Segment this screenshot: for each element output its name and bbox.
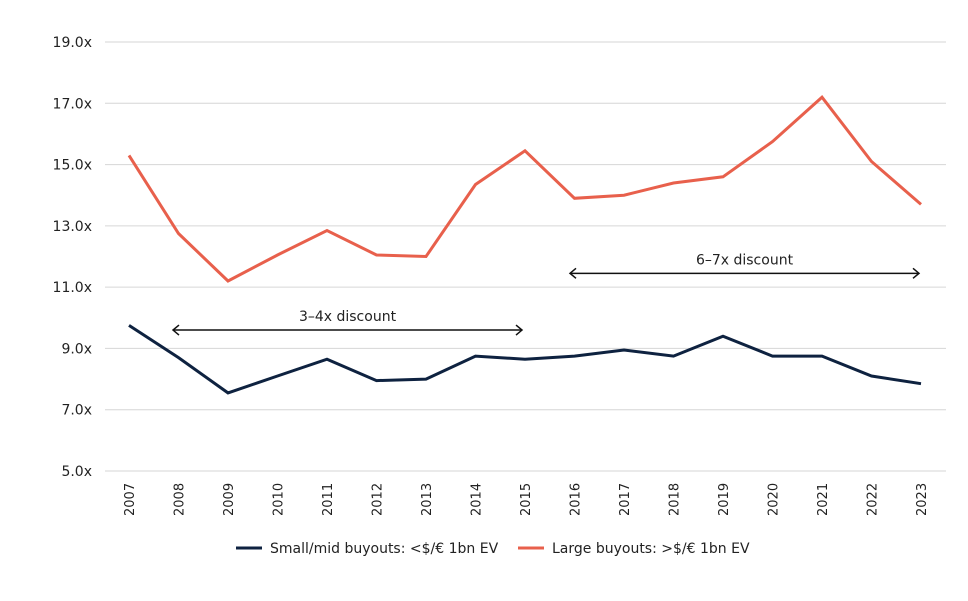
x-tick-label: 2013 [420,483,435,516]
series [127,95,922,395]
x-tick-label: 2007 [123,483,138,516]
y-tick-label: 19.0x [53,35,92,51]
x-tick-label: 2017 [618,483,633,516]
y-tick-label: 5.0x [61,464,92,480]
arrow-left-icon [568,267,577,279]
annotation-label: 3–4x discount [299,309,397,325]
arrow-right-icon [515,324,524,336]
y-tick-label: 15.0x [53,158,92,174]
x-tick-label: 2012 [371,483,386,516]
x-tick-label: 2019 [717,483,732,516]
legend: Small/mid buyouts: <$/€ 1bn EV Large buy… [236,541,750,557]
series-line-small-mid [128,324,922,395]
x-tick-label: 2021 [816,483,831,516]
y-axis-ticks: 5.0x 7.0x 9.0x 11.0x 13.0x 15.0x 17.0x 19.0x [53,35,92,480]
gridlines [105,41,946,472]
x-tick-label: 2018 [668,483,683,516]
y-tick-label: 13.0x [53,219,92,235]
x-tick-label: 2009 [222,483,237,516]
annotation-label: 6–7x discount [696,252,794,268]
legend-label-small-mid: Small/mid buyouts: <$/€ 1bn EV [270,541,499,557]
x-axis-ticks: 2007 2008 2009 2010 2011 2012 2013 2014 2015 2016… [123,483,930,516]
x-tick-label: 2016 [569,483,584,516]
discount-annotation: 6–7x discount [568,252,921,279]
y-tick-label: 9.0x [61,341,92,357]
series-line-large [127,95,922,283]
x-tick-label: 2015 [519,483,534,516]
discount-annotation: 3–4x discount [171,309,524,336]
y-tick-label: 11.0x [53,280,92,296]
y-tick-label: 7.0x [61,403,92,419]
x-tick-label: 2022 [866,483,881,516]
legend-label-large: Large buyouts: >$/€ 1bn EV [552,541,750,557]
annotations: 3–4x discount 6–7x discount [171,252,921,336]
arrow-left-icon [171,324,180,336]
x-tick-label: 2020 [767,483,782,516]
x-tick-label: 2023 [915,483,930,516]
x-tick-label: 2014 [470,483,485,516]
arrow-right-icon [912,267,921,279]
x-tick-label: 2008 [173,483,188,516]
x-tick-label: 2011 [321,483,336,516]
y-tick-label: 17.0x [53,96,92,112]
x-tick-label: 2010 [272,483,287,516]
